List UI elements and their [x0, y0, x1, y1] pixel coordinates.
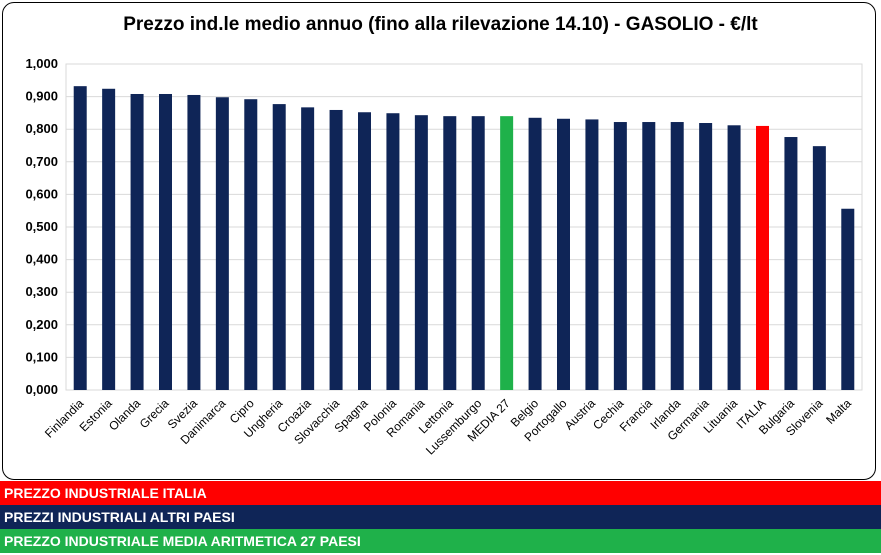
- x-tick-label: Finlandia: [42, 396, 87, 441]
- bar-lettonia: [443, 116, 457, 390]
- bar-svezia: [187, 94, 201, 390]
- bar-romania: [414, 115, 428, 390]
- x-tick-label: Grecia: [137, 396, 172, 431]
- bar-germania: [699, 123, 713, 391]
- bar-ungheria: [272, 104, 286, 391]
- plot-area: [65, 63, 863, 391]
- bar-portogallo: [557, 118, 570, 390]
- y-tick-label: 0,500: [25, 219, 58, 234]
- bar-slovenia: [812, 146, 826, 390]
- bar-finlandia: [73, 86, 87, 390]
- bar-bulgaria: [784, 137, 798, 390]
- legend-altri-paesi: PREZZI INDUSTRIALI ALTRI PAESI: [0, 505, 881, 529]
- y-tick-label: 0,000: [25, 382, 58, 397]
- y-tick-label: 0,600: [25, 186, 58, 201]
- x-tick-label: Estonia: [77, 396, 115, 434]
- bar-olanda: [130, 93, 144, 390]
- y-tick-label: 0,700: [25, 154, 58, 169]
- bar-spagna: [358, 112, 371, 391]
- bar-cechia: [613, 122, 627, 390]
- y-tick-label: 0,100: [25, 349, 58, 364]
- bar-italia: [756, 125, 769, 390]
- bar-francia: [642, 122, 656, 390]
- legend-italia: PREZZO INDUSTRIALE ITALIA: [0, 481, 881, 505]
- bar-malta: [841, 208, 855, 390]
- bar-chart: 0,000 0,100 0,200 0,300 0,400 0,500 0,600 0,700…: [25, 56, 863, 458]
- y-tick-label: 0,200: [25, 317, 58, 332]
- y-tick-label: 0,300: [25, 284, 58, 299]
- bar-lituania: [727, 125, 741, 391]
- bar-polonia: [386, 113, 400, 390]
- bar-grecia: [159, 93, 172, 390]
- legend-media-label: PREZZO INDUSTRIALE MEDIA ARITMETICA 27 P…: [4, 533, 361, 549]
- y-tick-label: 0,400: [25, 252, 58, 267]
- bar-croazia: [301, 107, 315, 390]
- bar-media-27: [500, 116, 514, 390]
- bar-austria: [585, 119, 599, 391]
- bar-cipro: [244, 99, 258, 390]
- bar-belgio: [528, 117, 542, 390]
- bar-danimarca: [215, 97, 229, 390]
- legend-altri-paesi-label: PREZZI INDUSTRIALI ALTRI PAESI: [4, 509, 235, 525]
- x-tick-label: Francia: [617, 396, 655, 434]
- x-tick-label: Olanda: [106, 396, 143, 433]
- y-tick-label: 0,900: [25, 89, 58, 104]
- bar-slovacchia: [329, 109, 343, 390]
- y-tick-label: 0,800: [25, 121, 58, 136]
- x-tick-label: Austria: [562, 396, 599, 433]
- legend-italia-label: PREZZO INDUSTRIALE ITALIA: [4, 485, 207, 501]
- bar-estonia: [102, 88, 116, 390]
- bar-irlanda: [670, 122, 684, 390]
- x-tick-label: Malta: [823, 396, 854, 427]
- legend-media: PREZZO INDUSTRIALE MEDIA ARITMETICA 27 P…: [0, 529, 881, 553]
- y-tick-label: 1,000: [25, 56, 58, 71]
- chart-title: Prezzo ind.le medio annuo (fino alla ril…: [123, 14, 758, 35]
- bar-lussemburgo: [471, 116, 485, 390]
